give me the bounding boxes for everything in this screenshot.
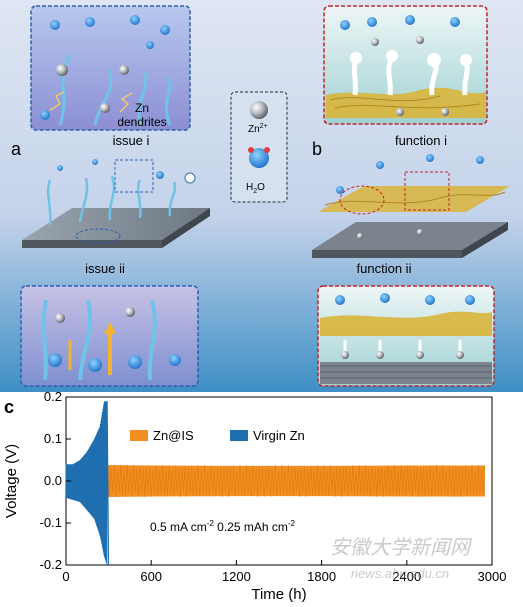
function-i-label: function i — [395, 133, 447, 148]
x-tick-label: 1200 — [222, 569, 251, 584]
watermark-url: news.ahu.edu.cn — [351, 566, 449, 581]
panel-c-letter: c — [4, 397, 14, 417]
panel-b-zn-plate — [312, 154, 510, 258]
y-tick-label: -0.2 — [40, 557, 62, 572]
panel-c-chart: c 0 600 1200 1800 2400 3000 0.2 0.1 0.0 -0.1 -0.2… — [3, 389, 506, 603]
function-ii-label: function ii — [357, 261, 412, 276]
x-ticks: 0 600 1200 1800 2400 3000 — [62, 560, 506, 584]
x-tick-label: 2400 — [392, 569, 421, 584]
chart-legend: Zn@IS Virgin Zn — [130, 428, 305, 443]
panel-b-letter: b — [312, 139, 322, 159]
zn-ion-marker — [250, 101, 268, 119]
inset-function-ii — [317, 285, 495, 387]
x-axis-label: Time (h) — [251, 586, 306, 603]
dendrites-label-line2: dendrites — [117, 115, 166, 129]
y-tick-label: 0.1 — [44, 431, 62, 446]
y-axis-label: Voltage (V) — [3, 444, 20, 518]
y-tick-label: 0.0 — [44, 473, 62, 488]
zn-is-trace — [65, 464, 486, 498]
inset-issue-ii — [20, 285, 199, 387]
water-label: H2O — [246, 182, 265, 195]
legend-label-virgin-zn: Virgin Zn — [253, 428, 305, 443]
legend-swatch-zn-is — [130, 430, 148, 441]
inset-issue-i: Zn dendrites — [30, 5, 191, 131]
panel-a-letter: a — [11, 139, 22, 159]
schematic-illustration: Zn dendrites issue i a issue ii — [0, 0, 523, 392]
y-ticks: 0.2 0.1 0.0 -0.1 -0.2 — [40, 389, 71, 572]
species-legend-box: Zn2+ H2O — [230, 91, 288, 203]
inset-function-i — [323, 5, 488, 125]
dendrites-label-line1: Zn — [135, 101, 149, 115]
panel-a-zn-plate — [22, 159, 210, 248]
x-tick-label: 1800 — [307, 569, 336, 584]
issue-ii-label: issue ii — [85, 261, 125, 276]
legend-swatch-virgin-zn — [230, 430, 248, 441]
current-density-annotation: 0.5 mA cm-2 0.25 mAh cm-2 — [150, 519, 296, 534]
chart-marks — [65, 401, 486, 566]
watermark: 安徽大学新闻网 news.ahu.edu.cn — [330, 537, 473, 581]
issue-i-label: issue i — [113, 133, 150, 148]
x-tick-label: 600 — [140, 569, 162, 584]
water-molecule-marker — [249, 148, 269, 168]
y-tick-label: -0.1 — [40, 515, 62, 530]
series-zn-is — [65, 464, 486, 498]
y-tick-label: 0.2 — [44, 389, 62, 404]
zn-ion-label: Zn2+ — [248, 123, 268, 135]
x-tick-label: 3000 — [478, 569, 507, 584]
watermark-chinese: 安徽大学新闻网 — [330, 537, 473, 559]
virgin-zn-trace — [65, 401, 110, 566]
x-tick-label: 0 — [62, 569, 69, 584]
series-virgin-zn — [65, 401, 110, 566]
legend-label-zn-is: Zn@IS — [153, 428, 194, 443]
